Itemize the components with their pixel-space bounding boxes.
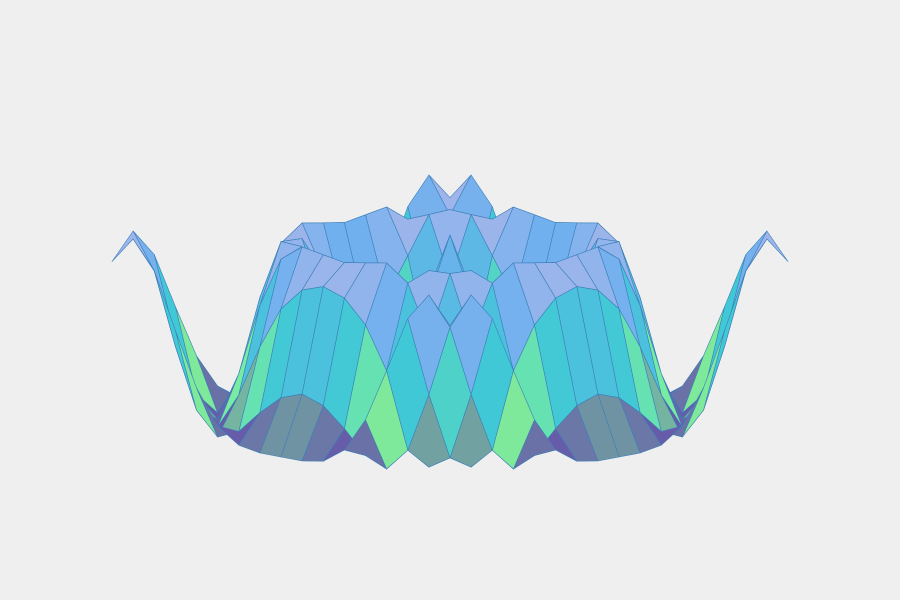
surface-patch bbox=[428, 294, 472, 328]
